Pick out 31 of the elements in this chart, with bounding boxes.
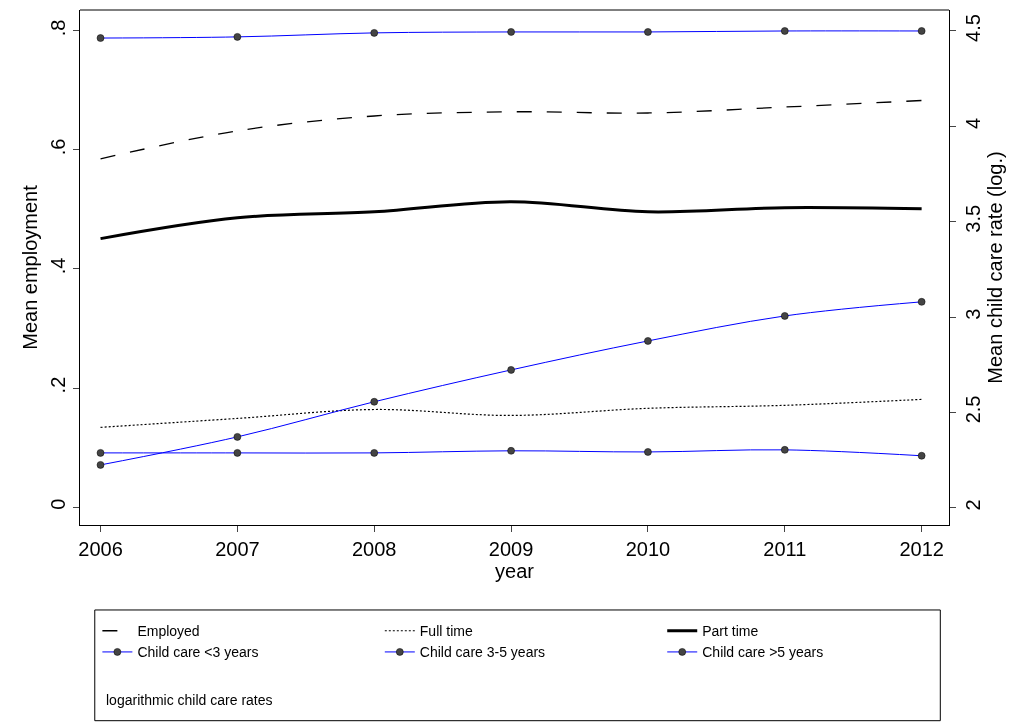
y2-tick-label: 4.5	[962, 14, 984, 42]
line-series	[99, 99, 923, 160]
y-tick-label: .6	[47, 138, 69, 156]
legend-label: Child care <3 years	[137, 644, 259, 661]
y-tick-label: .2	[47, 376, 69, 394]
y2-tick-label: 2.5	[962, 395, 984, 424]
legend-label: Child care 3-5 years	[419, 644, 546, 661]
x-tick-label: 2007	[215, 538, 260, 560]
legend-label: Part time	[702, 623, 759, 640]
x-tick-label: 2009	[488, 538, 534, 560]
x-tick-label: 2008	[351, 538, 397, 560]
y-tick-label: 0	[47, 498, 69, 510]
y2-tick-label: 3.5	[962, 204, 984, 233]
y2-axis-title: Mean child care rate (log.)	[984, 151, 1006, 384]
line-series	[99, 398, 923, 428]
line-series	[99, 200, 924, 241]
x-tick-label: 2006	[78, 538, 123, 560]
y-tick-label: .8	[47, 19, 69, 37]
y-tick-label: .4	[47, 257, 69, 275]
text: logarithmic child care rates	[106, 692, 273, 708]
x-tick-label: 2012	[899, 538, 944, 560]
x-axis-title: year	[495, 560, 535, 582]
legend-label: Full time	[419, 623, 473, 640]
x-tick-label: 2010	[625, 538, 671, 560]
y2-tick-label: 4	[962, 117, 984, 129]
y-axis-title: Mean employment	[18, 184, 41, 350]
x-tick-label: 2011	[763, 538, 807, 560]
legend-label: Child care >5 years	[702, 644, 824, 661]
y2-tick-label: 3	[962, 308, 984, 320]
y2-tick-label: 2	[962, 499, 984, 511]
legend-label: Employed	[137, 623, 200, 640]
